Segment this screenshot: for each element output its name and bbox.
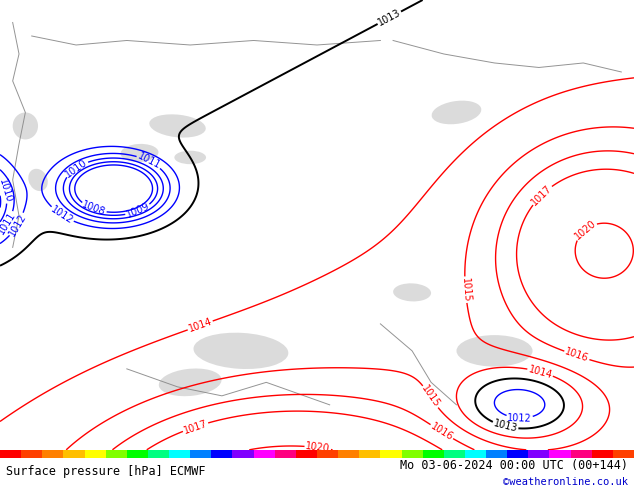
Bar — [359, 450, 380, 458]
Bar — [401, 450, 423, 458]
Bar — [233, 450, 254, 458]
Bar — [0, 450, 21, 458]
Ellipse shape — [120, 144, 158, 162]
Bar — [84, 450, 106, 458]
Text: 1015: 1015 — [460, 277, 472, 302]
Bar — [211, 450, 233, 458]
Text: 1011: 1011 — [136, 151, 162, 171]
Ellipse shape — [432, 100, 481, 124]
Bar — [444, 450, 465, 458]
Text: Mo 03-06-2024 00:00 UTC (00+144): Mo 03-06-2024 00:00 UTC (00+144) — [399, 460, 628, 472]
Text: 1017: 1017 — [529, 183, 554, 207]
Text: 1016: 1016 — [564, 347, 590, 364]
Bar — [338, 450, 359, 458]
Bar — [63, 450, 84, 458]
Text: 1010: 1010 — [0, 177, 13, 204]
Bar — [423, 450, 444, 458]
Text: 1020: 1020 — [305, 441, 330, 454]
Text: 1012: 1012 — [507, 413, 532, 423]
Bar — [275, 450, 296, 458]
Text: 1015: 1015 — [419, 384, 441, 410]
Bar — [571, 450, 592, 458]
Bar — [106, 450, 127, 458]
Bar — [254, 450, 275, 458]
Bar — [550, 450, 571, 458]
Text: 1008: 1008 — [81, 200, 107, 218]
Bar — [465, 450, 486, 458]
Bar — [592, 450, 613, 458]
Text: 1020: 1020 — [573, 218, 598, 242]
Ellipse shape — [393, 283, 431, 301]
Bar — [486, 450, 507, 458]
Bar — [528, 450, 550, 458]
Bar — [507, 450, 528, 458]
Ellipse shape — [29, 169, 48, 191]
Bar — [317, 450, 338, 458]
Text: ©weatheronline.co.uk: ©weatheronline.co.uk — [503, 477, 628, 487]
Bar — [380, 450, 401, 458]
Text: 1014: 1014 — [527, 364, 553, 380]
Text: 1009: 1009 — [125, 201, 152, 220]
Text: 1013: 1013 — [492, 418, 519, 434]
Bar — [190, 450, 211, 458]
Bar — [169, 450, 190, 458]
Text: Surface pressure [hPa] ECMWF: Surface pressure [hPa] ECMWF — [6, 466, 206, 478]
Ellipse shape — [456, 335, 533, 367]
Bar — [613, 450, 634, 458]
Ellipse shape — [193, 333, 288, 369]
Ellipse shape — [13, 113, 38, 140]
Text: 1014: 1014 — [187, 317, 214, 334]
Text: 1012: 1012 — [7, 212, 28, 238]
Bar — [296, 450, 317, 458]
Ellipse shape — [149, 114, 206, 138]
Text: 1011: 1011 — [0, 210, 18, 236]
Bar — [148, 450, 169, 458]
Text: 1016: 1016 — [429, 421, 455, 442]
Text: 1017: 1017 — [182, 418, 209, 436]
Text: 1012: 1012 — [49, 204, 75, 226]
Text: 1013: 1013 — [376, 7, 403, 28]
Ellipse shape — [174, 151, 206, 164]
Bar — [21, 450, 42, 458]
Bar — [42, 450, 63, 458]
Text: 1010: 1010 — [63, 157, 89, 179]
Bar — [127, 450, 148, 458]
Ellipse shape — [158, 368, 222, 396]
